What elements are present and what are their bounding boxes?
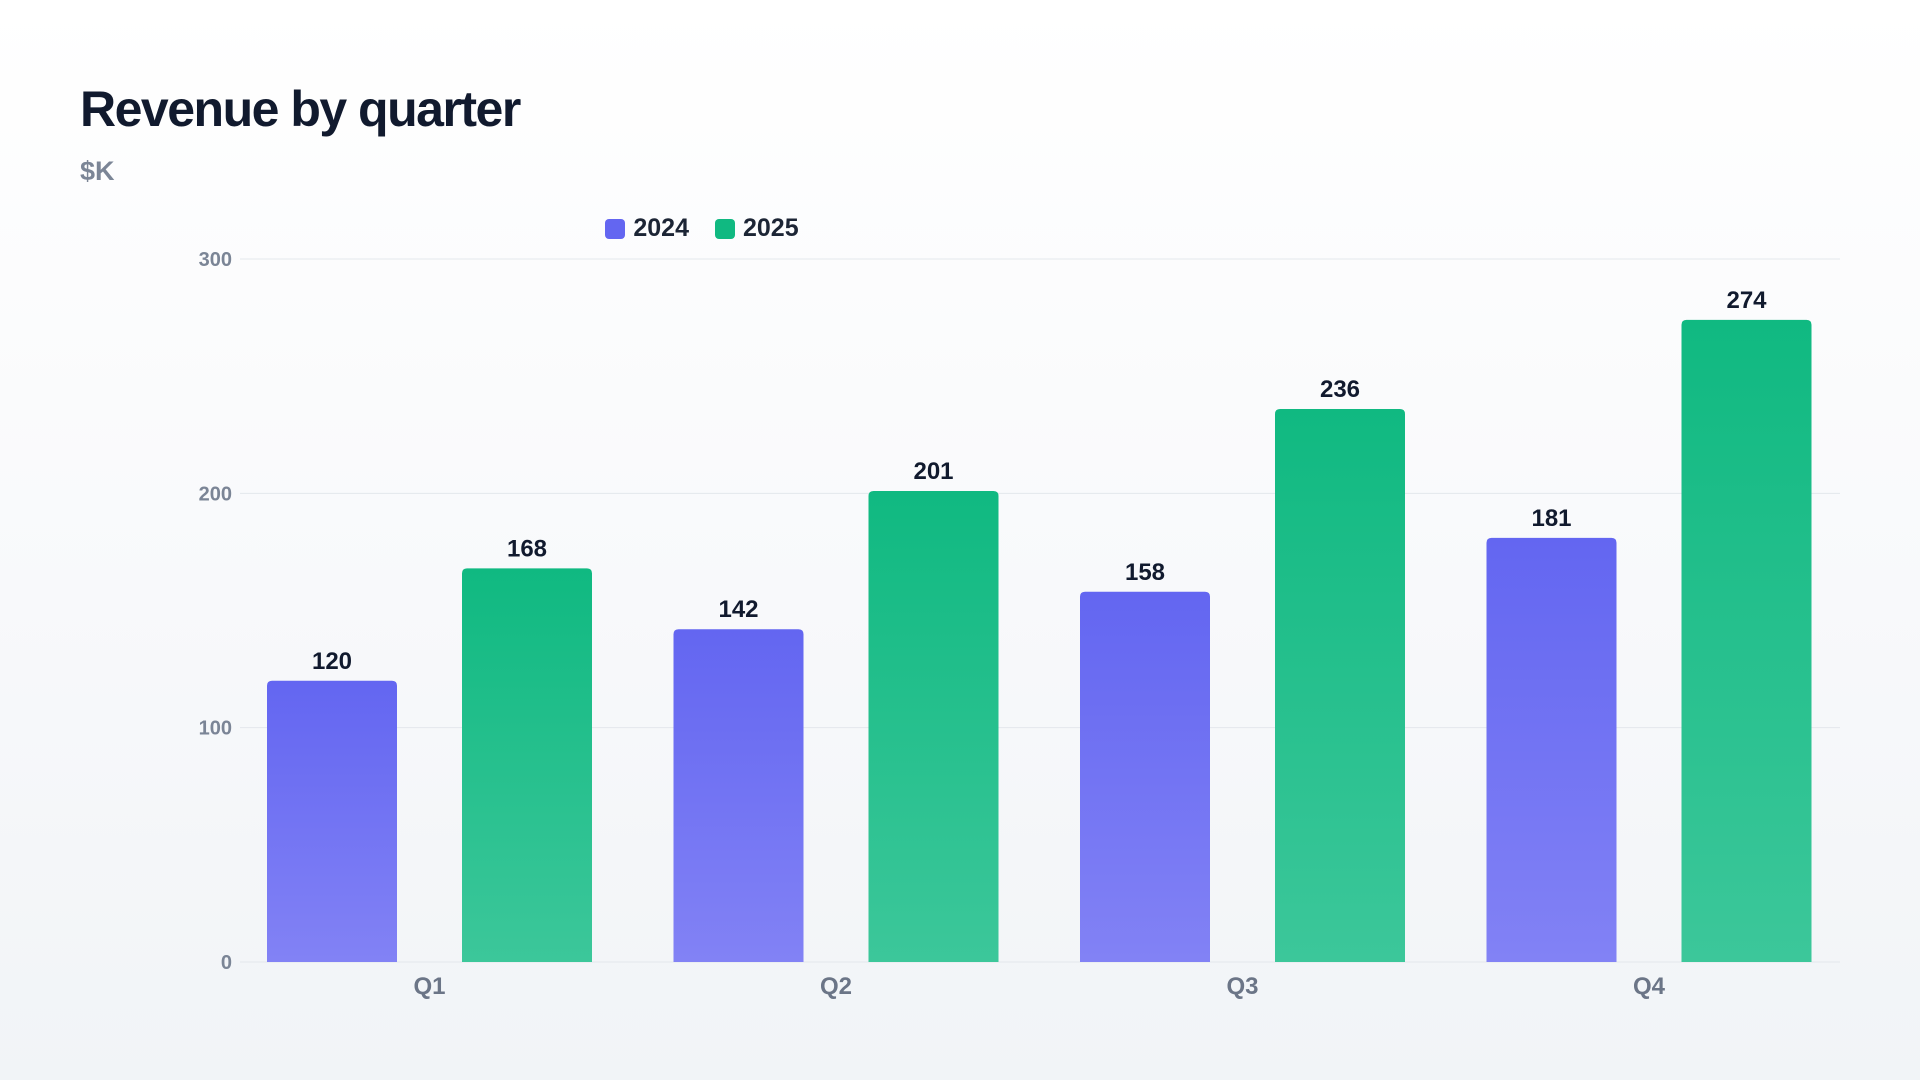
bar-q2-2024 <box>673 629 804 962</box>
data-label-q4-2024: 181 <box>1531 505 1571 532</box>
bar-q4-2025 <box>1681 319 1812 963</box>
legend-label-2025: 2025 <box>743 214 799 242</box>
y-tick-label-100: 100 <box>199 718 232 740</box>
bar-q1-2024 <box>267 680 397 962</box>
bar-q2-2025 <box>868 490 999 962</box>
data-label-q4-2025: 274 <box>1726 287 1767 314</box>
x-tick-label-q1: Q1 <box>413 973 445 1000</box>
legend-item-2025: 2025 <box>715 214 799 243</box>
legend-item-2024: 2024 <box>605 214 689 243</box>
chart-subtitle: $K <box>80 156 115 186</box>
x-axis-ticks: Q1 Q2 Q3 Q4 <box>413 973 1665 1000</box>
legend-label-2024: 2024 <box>633 214 689 242</box>
bar-q3-2024 <box>1080 591 1210 962</box>
x-tick-label-q4: Q4 <box>1633 973 1666 1000</box>
y-tick-label-200: 200 <box>199 483 232 505</box>
data-label-q1-2024: 120 <box>312 648 352 675</box>
y-tick-label-0: 0 <box>221 952 232 974</box>
x-tick-label-q2: Q2 <box>820 973 852 1000</box>
data-label-q1-2025: 168 <box>507 535 547 562</box>
chart-title: Revenue by quarter <box>80 81 521 137</box>
legend-swatch-2024 <box>605 218 626 239</box>
bar-q4-2024 <box>1486 537 1617 962</box>
y-tick-label-300: 300 <box>199 249 232 271</box>
bars <box>267 319 1812 963</box>
bar-q3-2025 <box>1275 408 1405 962</box>
data-label-q3-2024: 158 <box>1125 559 1165 586</box>
data-label-q3-2025: 236 <box>1320 376 1360 403</box>
bar-q1-2025 <box>462 568 592 962</box>
data-label-q2-2024: 142 <box>718 596 758 623</box>
y-axis-ticks: 0 100 200 300 <box>199 249 232 974</box>
legend-swatch-2025 <box>715 218 735 239</box>
data-label-q2-2025: 201 <box>913 458 953 485</box>
x-tick-label-q3: Q3 <box>1226 973 1258 1000</box>
chart-legend: 2024 2025 <box>0 214 1662 243</box>
data-labels: 120 168 142 201 158 236 181 274 <box>312 287 1767 675</box>
